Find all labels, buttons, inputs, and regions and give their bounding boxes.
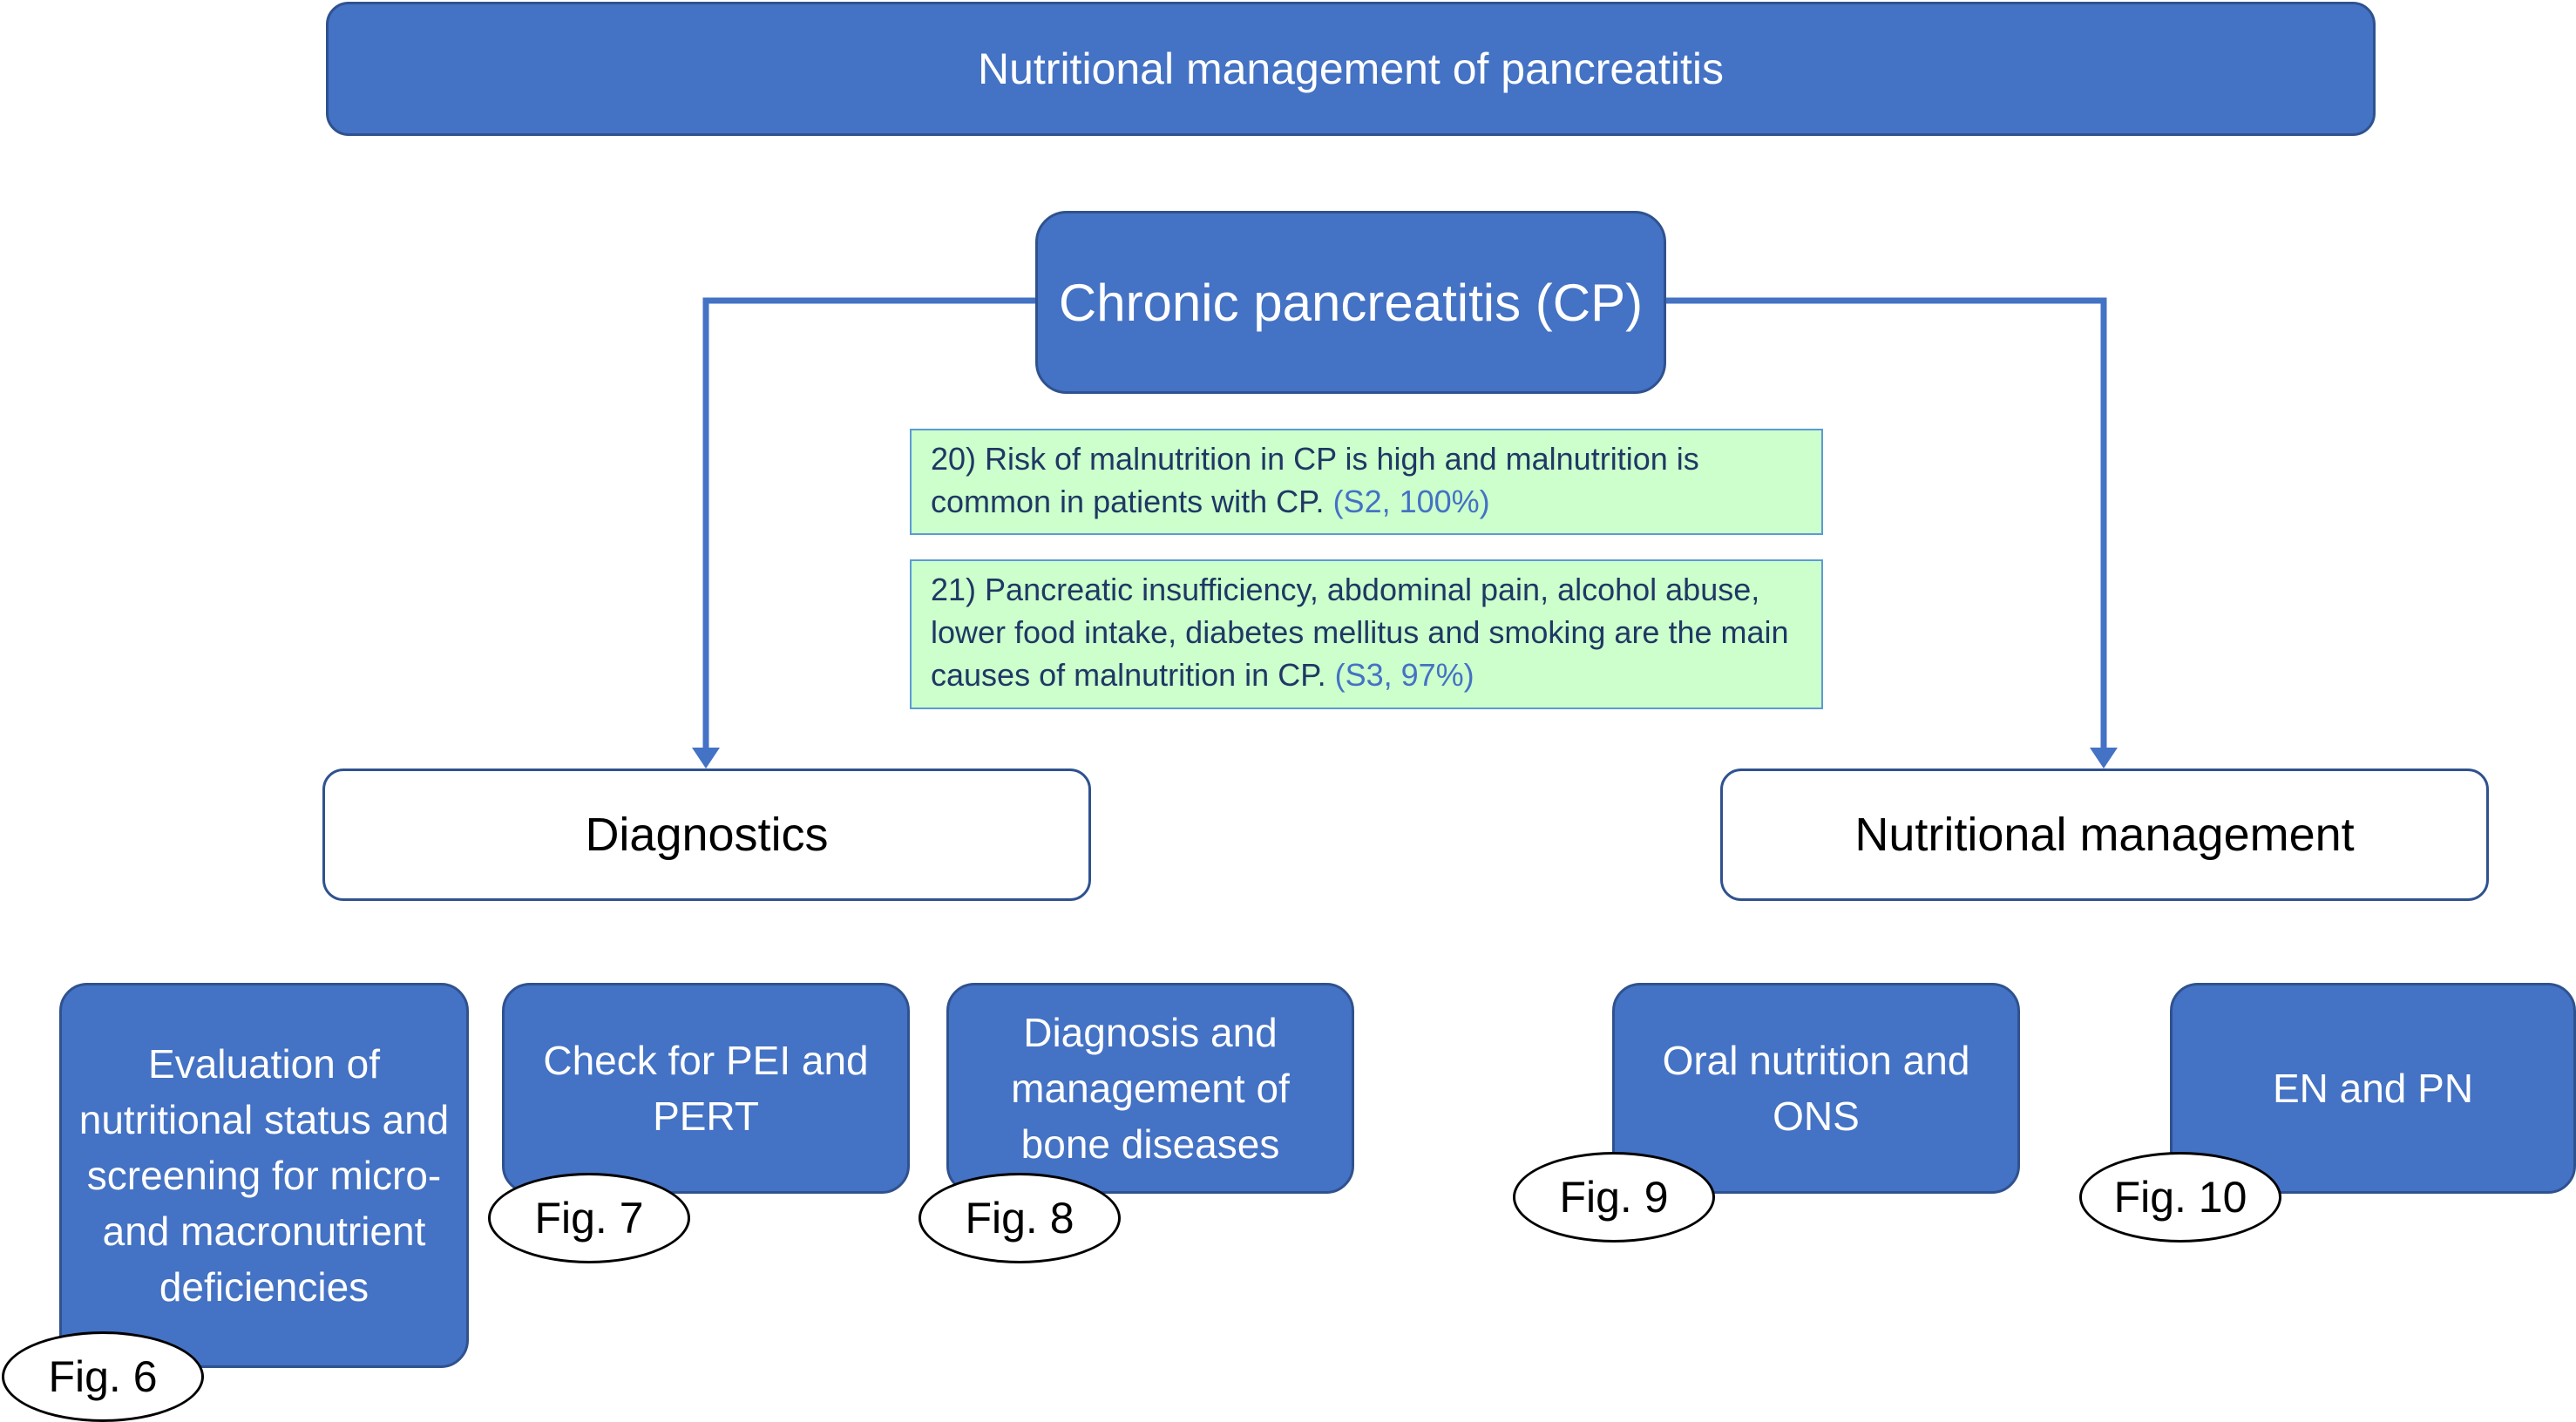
figure-ref-7: Fig. 7 bbox=[488, 1173, 690, 1263]
figure-ref-6: Fig. 6 bbox=[2, 1331, 204, 1422]
connector-to-nutritional-management bbox=[1666, 297, 2107, 758]
topic-bone-diseases: Diagnosis and management of bone disease… bbox=[946, 983, 1354, 1194]
nutritional-management-node: Nutritional management bbox=[1720, 769, 2489, 901]
statement-20-ref: (S2, 100%) bbox=[1332, 484, 1490, 519]
topic-evaluation-nutritional-status: Evaluation of nutritional status and scr… bbox=[59, 983, 469, 1368]
figure-ref-9: Fig. 9 bbox=[1513, 1152, 1715, 1243]
arrowhead-diagnostics bbox=[692, 748, 720, 769]
statement-20-text: 20) Risk of malnutrition in CP is high a… bbox=[931, 441, 1699, 519]
diagnostics-node: Diagnostics bbox=[322, 769, 1091, 901]
connector-to-diagnostics bbox=[702, 297, 1035, 758]
statement-21-ref: (S3, 97%) bbox=[1334, 657, 1474, 693]
arrowhead-nutritional-management bbox=[2090, 748, 2118, 769]
topic-oral-nutrition-ons: Oral nutrition and ONS bbox=[1612, 983, 2020, 1194]
figure-ref-10: Fig. 10 bbox=[2079, 1152, 2281, 1243]
statement-21: 21) Pancreatic insufficiency, abdominal … bbox=[910, 559, 1823, 709]
diagram-title: Nutritional management of pancreatitis bbox=[326, 2, 2376, 136]
statement-20: 20) Risk of malnutrition in CP is high a… bbox=[910, 429, 1823, 535]
topic-pei-pert: Check for PEI and PERT bbox=[502, 983, 910, 1194]
topic-en-pn: EN and PN bbox=[2170, 983, 2576, 1194]
figure-ref-8: Fig. 8 bbox=[919, 1173, 1121, 1263]
statement-21-text: 21) Pancreatic insufficiency, abdominal … bbox=[931, 572, 1789, 693]
chronic-pancreatitis-node: Chronic pancreatitis (CP) bbox=[1035, 211, 1666, 394]
